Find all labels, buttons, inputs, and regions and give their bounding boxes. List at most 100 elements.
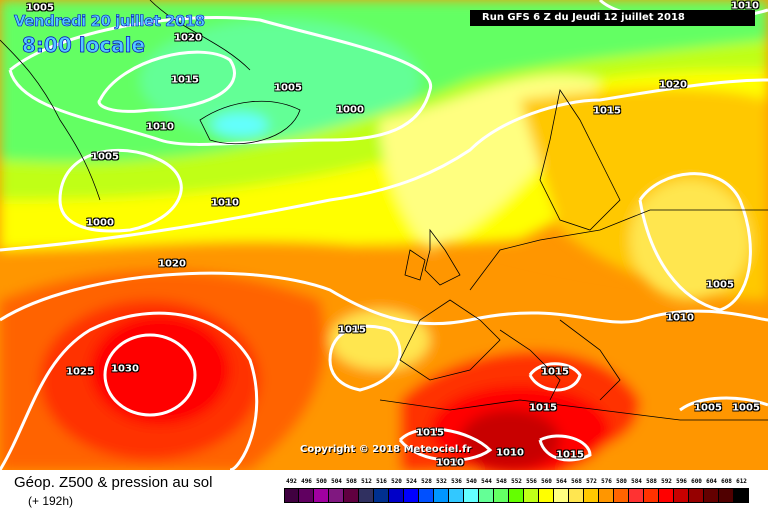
legend-label: 596 <box>676 478 687 485</box>
legend-item: 520 <box>389 478 404 503</box>
legend-swatch <box>494 488 509 503</box>
legend-label: 560 <box>541 478 552 485</box>
legend-swatch <box>659 488 674 503</box>
legend-label: 552 <box>511 478 522 485</box>
legend-label: 588 <box>646 478 657 485</box>
legend-swatch <box>359 488 374 503</box>
legend-label: 508 <box>346 478 357 485</box>
legend-swatch <box>584 488 599 503</box>
legend-swatch <box>734 488 749 503</box>
legend-label: 524 <box>406 478 417 485</box>
isobar-label: 1015 <box>338 324 366 336</box>
isobar-label: 1005 <box>706 279 734 291</box>
isobar-label: 1015 <box>556 449 584 461</box>
legend-item: 512 <box>359 478 374 503</box>
geopotential-field <box>0 0 768 470</box>
legend-label: 556 <box>526 478 537 485</box>
legend-item: 560 <box>539 478 554 503</box>
coastlines <box>0 0 768 421</box>
isobar-label: 1015 <box>416 427 444 439</box>
legend-label: 600 <box>691 478 702 485</box>
legend-label: 568 <box>571 478 582 485</box>
map-title: Géop. Z500 & pression au sol <box>14 474 213 491</box>
legend-swatch <box>299 488 314 503</box>
legend-label: 528 <box>421 478 432 485</box>
legend-label: 512 <box>361 478 372 485</box>
legend-item: 508 <box>344 478 359 503</box>
legend-label: 592 <box>661 478 672 485</box>
legend-item: 552 <box>509 478 524 503</box>
legend-label: 584 <box>631 478 642 485</box>
legend-item: 544 <box>479 478 494 503</box>
legend-label: 576 <box>601 478 612 485</box>
legend-label: 608 <box>721 478 732 485</box>
isobar-label: 1015 <box>593 105 621 117</box>
legend-swatch <box>419 488 434 503</box>
legend-swatch <box>569 488 584 503</box>
legend-item: 532 <box>434 478 449 503</box>
color-legend: 492 496 500 504 508 512 516 520 524 528 532 536 540 5… <box>284 478 749 503</box>
weather-map: Vendredi 20 juillet 2018 8:00 locale Run… <box>0 0 768 470</box>
isobar-label: 1005 <box>274 82 302 94</box>
legend-label: 500 <box>316 478 327 485</box>
legend-swatch <box>554 488 569 503</box>
forecast-time: 8:00 locale <box>22 33 146 58</box>
legend-label: 496 <box>301 478 312 485</box>
forecast-offset: (+ 192h) <box>28 494 74 508</box>
legend-label: 520 <box>391 478 402 485</box>
legend-swatch <box>614 488 629 503</box>
legend-item: 584 <box>629 478 644 503</box>
legend-swatch <box>629 488 644 503</box>
legend-item: 504 <box>329 478 344 503</box>
isobar-label: 1015 <box>541 366 569 378</box>
legend-item: 588 <box>644 478 659 503</box>
isobar-label: 1015 <box>171 74 199 86</box>
legend-item: 496 <box>299 478 314 503</box>
legend-swatch <box>509 488 524 503</box>
legend-item: 548 <box>494 478 509 503</box>
legend-swatch <box>464 488 479 503</box>
isobar-label: 1015 <box>529 402 557 414</box>
legend-item: 612 <box>734 478 749 503</box>
legend-label: 532 <box>436 478 447 485</box>
legend-swatch <box>404 488 419 503</box>
isobars <box>0 0 768 470</box>
legend-swatch <box>689 488 704 503</box>
legend-item: 540 <box>464 478 479 503</box>
legend-label: 612 <box>736 478 747 485</box>
legend-label: 540 <box>466 478 477 485</box>
legend-item: 556 <box>524 478 539 503</box>
legend-label: 548 <box>496 478 507 485</box>
isobar-label: 1025 <box>66 366 94 378</box>
isobar-label: 1010 <box>496 447 524 459</box>
legend-swatch <box>284 488 299 503</box>
isobar-label: 1005 <box>26 2 54 14</box>
legend-item: 536 <box>449 478 464 503</box>
legend-item: 500 <box>314 478 329 503</box>
isobar-label: 1005 <box>732 402 760 414</box>
legend-item: 568 <box>569 478 584 503</box>
legend-item: 524 <box>404 478 419 503</box>
legend-swatch <box>434 488 449 503</box>
legend-swatch <box>479 488 494 503</box>
isobar-label: 1005 <box>91 151 119 163</box>
legend-item: 564 <box>554 478 569 503</box>
legend-label: 544 <box>481 478 492 485</box>
forecast-date: Vendredi 20 juillet 2018 <box>14 12 206 31</box>
legend-swatch <box>674 488 689 503</box>
legend-item: 516 <box>374 478 389 503</box>
legend-item: 600 <box>689 478 704 503</box>
legend-label: 572 <box>586 478 597 485</box>
isobar-label: 1010 <box>666 312 694 324</box>
legend-swatch <box>449 488 464 503</box>
legend-swatch <box>704 488 719 503</box>
isobar-label: 1010 <box>436 457 464 469</box>
legend-label: 564 <box>556 478 567 485</box>
legend-swatch <box>719 488 734 503</box>
isobar-label: 1020 <box>659 79 687 91</box>
footer: Géop. Z500 & pression au sol (+ 192h) 49… <box>0 470 768 512</box>
legend-swatch <box>389 488 404 503</box>
legend-swatch <box>644 488 659 503</box>
legend-item: 596 <box>674 478 689 503</box>
legend-item: 576 <box>599 478 614 503</box>
